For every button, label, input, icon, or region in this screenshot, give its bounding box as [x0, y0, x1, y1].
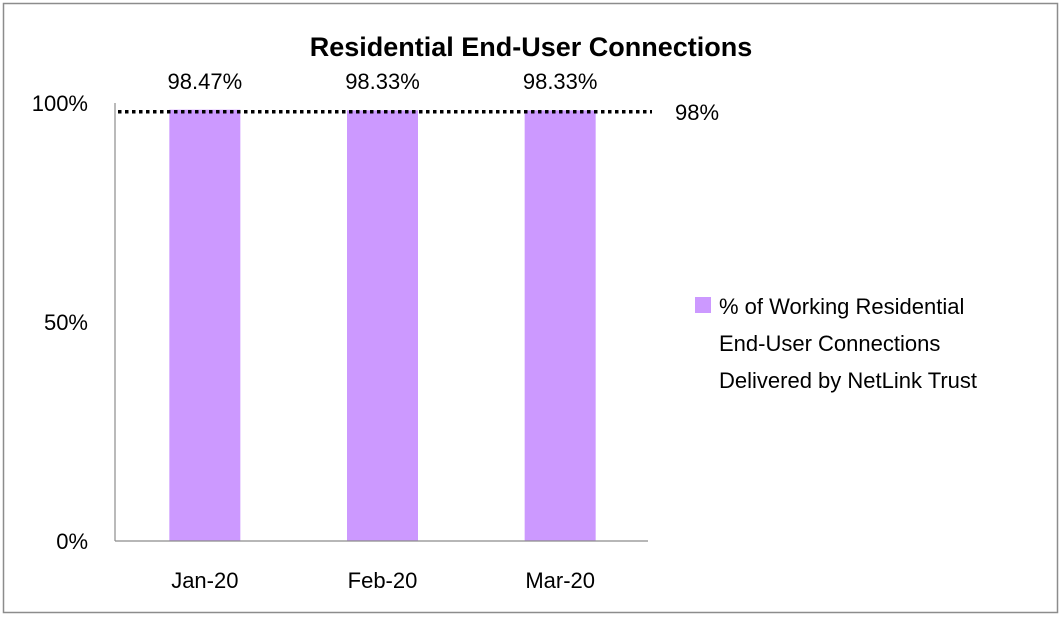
bar-value-label: 98.47% — [168, 69, 243, 94]
x-axis-ticks: Jan-20 Feb-20 Mar-20 — [171, 568, 595, 593]
legend-line: End-User Connections — [719, 331, 940, 356]
bar-value-label: 98.33% — [345, 69, 420, 94]
legend-line: Delivered by NetLink Trust — [719, 368, 977, 393]
bar — [347, 110, 418, 541]
legend-line: % of Working Residential — [719, 294, 964, 319]
x-tick-label: Mar-20 — [525, 568, 595, 593]
data-labels: 98.47% 98.33% 98.33% — [168, 69, 598, 94]
bars — [169, 109, 596, 541]
legend: % of Working Residential End-User Connect… — [695, 294, 977, 393]
target-label: 98% — [675, 100, 719, 125]
legend-label: % of Working Residential End-User Connect… — [719, 294, 977, 393]
bar — [169, 109, 241, 541]
y-tick-label: 100% — [32, 91, 88, 116]
x-tick-label: Feb-20 — [348, 568, 418, 593]
x-tick-label: Jan-20 — [171, 568, 238, 593]
y-tick-label: 0% — [56, 529, 88, 554]
legend-swatch — [695, 297, 711, 313]
bar-value-label: 98.33% — [523, 69, 598, 94]
bar — [524, 110, 596, 541]
y-tick-label: 50% — [44, 310, 88, 335]
chart-title: Residential End-User Connections — [310, 32, 753, 62]
y-axis-ticks: 0% 50% 100% — [32, 91, 88, 554]
